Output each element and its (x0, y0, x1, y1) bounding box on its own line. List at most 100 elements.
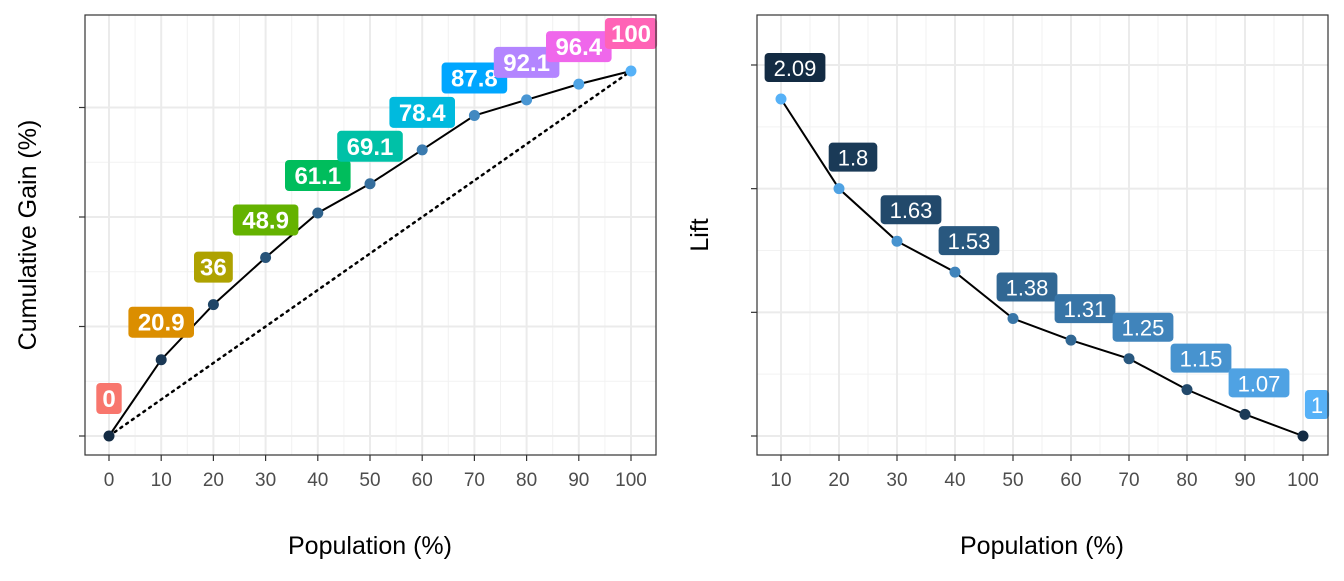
lift-label-box (1170, 343, 1232, 373)
gain-data-label: 48.9 (242, 208, 289, 235)
lift-label-box (828, 142, 878, 172)
lift-label-box (1228, 368, 1290, 398)
gain-label-box (232, 204, 299, 236)
gain-point (364, 178, 376, 190)
lift-data-label: 1.15 (1180, 347, 1223, 372)
lift-point (1007, 313, 1019, 325)
gain-label-box (337, 130, 403, 162)
gain-data-label: 0 (102, 386, 115, 413)
lift-x-tick-label: 90 (1234, 470, 1255, 491)
gain-label-box (128, 306, 194, 338)
gain-point (573, 78, 585, 90)
gain-point (155, 354, 167, 366)
gain-point (521, 94, 533, 106)
lift-data-label: 1 (1311, 393, 1323, 418)
lift-point (949, 266, 961, 278)
lift-data-label: 1.31 (1064, 297, 1107, 322)
gain-grid (85, 15, 656, 455)
lift-series (780, 98, 1304, 437)
gain-x-tick-label: 70 (464, 470, 485, 491)
lift-x-tick-label: 10 (770, 470, 791, 491)
lift-x-tick-label: 50 (1002, 470, 1023, 491)
lift-data-label: 1.53 (948, 229, 991, 254)
gain-x-tick-label: 90 (568, 470, 589, 491)
gain-label-box (285, 159, 351, 191)
gain-x-tick-label: 60 (412, 470, 433, 491)
lift-data-label: 1.07 (1238, 371, 1281, 396)
gain-data-label: 61.1 (294, 163, 341, 190)
gain-label-box (441, 62, 508, 94)
gain-reference (107, 69, 633, 438)
gain-point (468, 110, 480, 122)
gain-x-tick-label: 20 (203, 470, 224, 491)
gain-data-label: 20.9 (138, 310, 185, 337)
gain-label-box (194, 251, 233, 283)
lift-data-label: 1.25 (1122, 316, 1165, 341)
lift-point (1297, 430, 1309, 442)
gain-reference-line (107, 69, 633, 438)
lift-x-tick-label: 80 (1176, 470, 1197, 491)
gain-point (416, 144, 428, 156)
gain-x-ticks: 0 10 20 30 40 50 60 70 80 90 100 (79, 106, 647, 491)
lift-x-ticks: 10 20 30 40 50 60 70 80 90 100 (751, 64, 1319, 491)
gain-points (103, 65, 637, 442)
gain-data-label: 78.4 (399, 100, 446, 127)
lift-point (833, 183, 845, 195)
gain-data-label: 92.1 (503, 50, 550, 77)
gain-point (103, 430, 115, 442)
gain-x-tick-label: 80 (516, 470, 537, 491)
gain-label-box (604, 18, 658, 49)
gain-data-label: 69.1 (347, 134, 394, 161)
gain-label-box (389, 96, 455, 128)
gain-point (625, 65, 637, 77)
gain-data-label: 96.4 (555, 34, 602, 61)
lift-point (891, 235, 903, 247)
lift-label-box (996, 272, 1058, 302)
lift-label-box (938, 226, 1000, 256)
lift-label-box (764, 53, 826, 82)
gain-point (260, 252, 272, 264)
gain-x-tick-label: 100 (615, 470, 647, 491)
gain-point (207, 299, 219, 311)
gain-label-box (96, 383, 122, 414)
lift-x-tick-label: 70 (1118, 470, 1139, 491)
lift-point (1065, 334, 1077, 346)
lift-data-label: 2.09 (774, 56, 817, 81)
lift-data-label: 1.63 (890, 198, 933, 223)
gain-data-label: 36 (200, 255, 227, 282)
lift-label-box (1112, 312, 1174, 342)
gain-x-tick-label: 30 (255, 470, 276, 491)
gain-x-tick-label: 50 (359, 470, 380, 491)
lift-data-label: 1.8 (838, 146, 869, 171)
lift-y-axis-title: Lift (686, 218, 714, 251)
lift-point (1181, 384, 1193, 396)
gain-point (312, 207, 324, 219)
lift-x-tick-label: 60 (1060, 470, 1081, 491)
lift-point (775, 93, 787, 105)
lift-x-tick-label: 30 (886, 470, 907, 491)
gain-y-axis-title: Cumulative Gain (%) (14, 120, 42, 351)
lift-points (775, 93, 1309, 442)
lift-point (1239, 408, 1251, 420)
lift-label-box (1304, 390, 1330, 419)
lift-panel-border (756, 14, 1329, 456)
gain-x-tick-label: 0 (104, 470, 115, 491)
lift-curve (780, 98, 1304, 437)
gain-x-tick-label: 10 (151, 470, 172, 491)
lift-x-axis-title: Population (%) (960, 532, 1124, 560)
lift-data-label: 1.38 (1006, 276, 1049, 301)
gain-labels: 0 20.9 36 48.961.169.178.487.892.196.4 100 (96, 18, 658, 414)
lift-labels: 2.09 1.8 1.63 1.53 1.38 1.31 1.25 1.15 1.07 1 (764, 53, 1330, 419)
lift-label-box (1054, 294, 1116, 324)
gain-data-label: 100 (611, 21, 651, 48)
lift-label-box (880, 195, 942, 225)
gain-x-axis-title: Population (%) (288, 532, 452, 560)
gain-data-label: 87.8 (451, 66, 498, 93)
lift-x-tick-label: 100 (1287, 470, 1319, 491)
lift-x-tick-label: 20 (828, 470, 849, 491)
gain-label-box (546, 31, 612, 63)
lift-panel: 2.09 1.8 1.63 1.53 1.38 1.31 1.25 1.15 1.07 1 10 2… (686, 14, 1330, 560)
